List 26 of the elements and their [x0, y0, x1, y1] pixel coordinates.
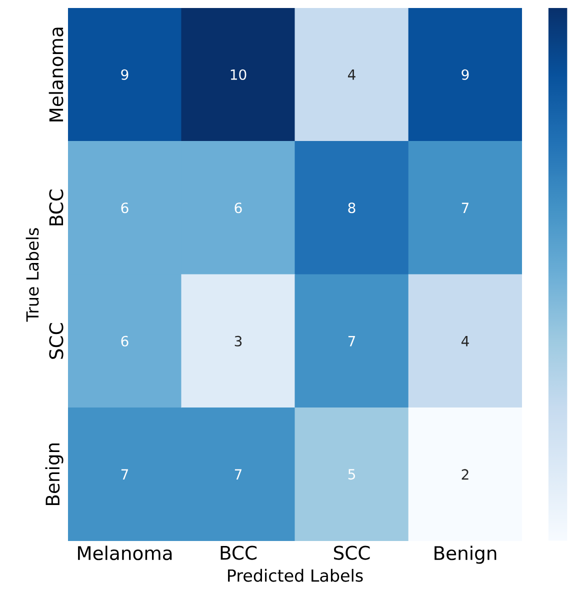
data-label: 4 — [348, 70, 356, 80]
data-label: 6 — [121, 336, 128, 346]
data-label: 8 — [348, 202, 356, 214]
data-label: 5 — [348, 469, 355, 480]
y-axis-title: True Labels — [26, 228, 39, 322]
data-label: 10 — [230, 69, 246, 80]
x-axis-title: Predicted Labels — [228, 568, 363, 582]
data-label: 7 — [462, 202, 468, 213]
data-label: 9 — [121, 69, 128, 80]
data-label: 7 — [234, 469, 242, 480]
x-tick-label: SCC — [334, 546, 370, 560]
x-tick-label: Benign — [434, 546, 496, 564]
y-tick-label: SCC — [49, 323, 64, 359]
x-tick-label: Melanoma — [78, 546, 172, 560]
data-label: 2 — [462, 469, 468, 480]
y-tick-label: BCC — [49, 190, 64, 226]
x-tick-label: BCC — [220, 546, 257, 560]
y-tick-label: Benign — [45, 443, 64, 506]
data-label: 9 — [462, 69, 469, 80]
data-label: 6 — [121, 202, 128, 214]
data-label: 6 — [234, 202, 242, 214]
data-label: 7 — [348, 336, 355, 346]
data-label: 3 — [234, 336, 242, 346]
data-label: 4 — [461, 336, 469, 346]
data-label: 7 — [121, 469, 128, 480]
y-tick-label: Melanoma — [48, 28, 64, 122]
